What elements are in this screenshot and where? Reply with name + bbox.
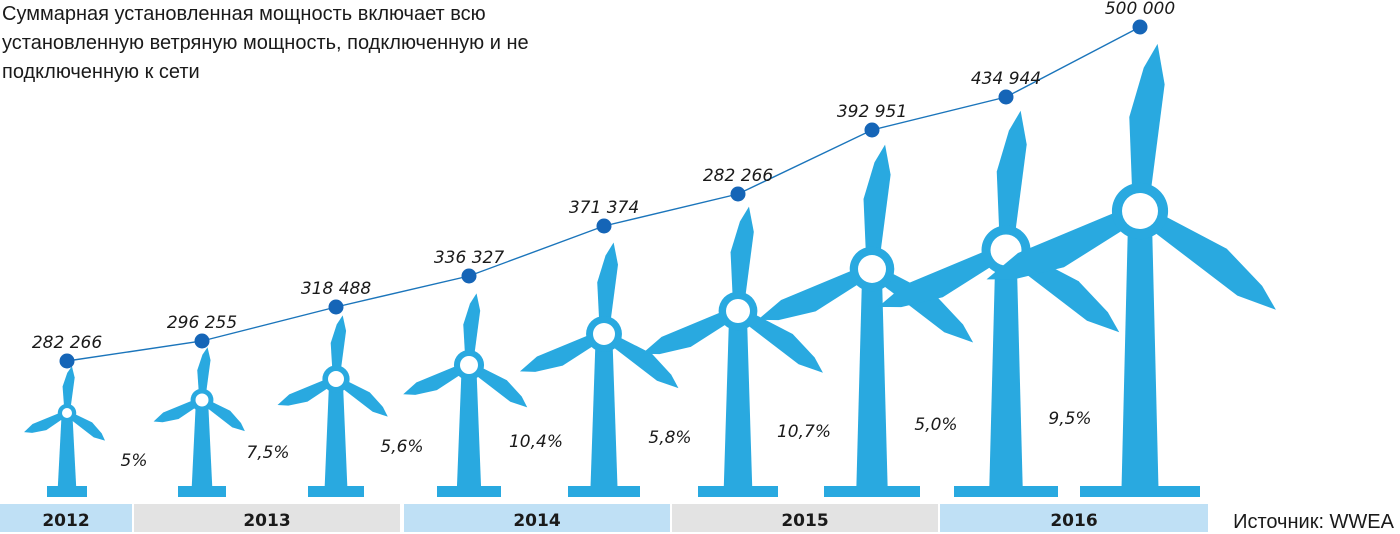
- turbine-blade: [986, 203, 1143, 280]
- turbine-tower: [989, 259, 1023, 493]
- turbine-blade: [330, 315, 347, 380]
- year-band-2015: [672, 504, 938, 532]
- turbine-blade: [519, 329, 606, 372]
- turbine-base: [954, 486, 1058, 497]
- turbine-1: [24, 366, 106, 497]
- capacity-point: [998, 89, 1014, 105]
- year-band-2013: [134, 504, 400, 532]
- turbine-4: [403, 293, 528, 497]
- capacity-point: [864, 122, 880, 138]
- value-label: 282 266: [32, 333, 102, 353]
- capacity-point: [59, 353, 75, 369]
- turbine-blade: [734, 307, 823, 373]
- value-label: 336 327: [434, 248, 504, 268]
- capacity-point: [1132, 19, 1148, 35]
- turbine-8: [878, 110, 1120, 497]
- growth-label: 5,8%: [648, 428, 691, 448]
- turbine-hub-center: [1122, 193, 1158, 229]
- year-label-2015: 2015: [781, 511, 828, 531]
- turbine-hub-center: [460, 356, 478, 374]
- turbine-tower: [191, 403, 213, 493]
- capacity-point: [596, 218, 612, 234]
- year-label-2013: 2013: [243, 511, 290, 531]
- turbine-tower: [590, 340, 618, 493]
- turbine-blade: [466, 362, 528, 408]
- turbine-3: [277, 315, 388, 497]
- turbine-blade: [996, 110, 1027, 251]
- turbine-tower: [723, 318, 753, 493]
- turbine-tower: [856, 277, 888, 493]
- turbine-base: [308, 486, 364, 497]
- turbine-blade: [642, 306, 740, 355]
- turbine-hub-center: [62, 408, 72, 418]
- year-label-2016: 2016: [1050, 511, 1097, 531]
- year-label-2012: 2012: [42, 511, 89, 531]
- turbine-blade: [277, 375, 338, 406]
- turbine-blade: [1129, 43, 1165, 212]
- turbine-blade: [463, 293, 481, 366]
- turbine-hub-center: [726, 299, 750, 323]
- turbine-tower: [324, 383, 348, 493]
- turbine-base: [698, 486, 778, 497]
- turbine-blade: [863, 144, 891, 270]
- growth-label: 10,4%: [509, 432, 563, 452]
- turbine-blade: [1135, 205, 1276, 310]
- source-note: Источник: WWEA: [1233, 511, 1394, 533]
- value-label: 500 000: [1105, 0, 1175, 19]
- turbine-tower: [456, 370, 482, 493]
- turbine-base: [437, 486, 501, 497]
- turbine-7: [757, 144, 974, 497]
- turbine-blade: [197, 347, 211, 401]
- growth-label: 5%: [121, 451, 148, 471]
- turbine-base: [178, 486, 226, 497]
- turbine-base: [1080, 486, 1200, 497]
- turbine-hub-center: [593, 323, 615, 345]
- turbine-blade: [24, 410, 69, 433]
- turbine-base: [568, 486, 640, 497]
- turbine-hub-center: [195, 393, 209, 407]
- turbine-blade: [597, 242, 618, 335]
- turbine-hub-center: [328, 371, 344, 387]
- capacity-point: [328, 299, 344, 315]
- turbine-base: [824, 486, 920, 497]
- capacity-point: [194, 333, 210, 349]
- turbine-6: [642, 206, 823, 497]
- turbine-blade: [878, 243, 1009, 308]
- growth-label: 9,5%: [1048, 409, 1091, 429]
- value-label: 282 266: [703, 166, 773, 186]
- turbine-blade: [403, 361, 471, 395]
- value-label: 434 944: [971, 69, 1041, 89]
- turbine-blade: [65, 410, 106, 441]
- year-label-2014: 2014: [513, 511, 560, 531]
- turbine-tower: [57, 416, 77, 493]
- value-label: 371 374: [569, 198, 639, 218]
- growth-label: 10,7%: [777, 422, 831, 442]
- capacity-point: [461, 268, 477, 284]
- turbine-5: [519, 242, 679, 497]
- value-label: 296 255: [167, 313, 237, 333]
- turbine-2: [153, 347, 245, 497]
- year-band-2016: [940, 504, 1208, 532]
- turbine-blade: [153, 397, 204, 423]
- turbine-blade: [868, 264, 974, 343]
- growth-label: 5,0%: [914, 415, 957, 435]
- turbine-9: [986, 43, 1276, 497]
- chart-note: Суммарная установленная мощность включае…: [2, 3, 529, 83]
- turbine-base: [47, 486, 87, 497]
- turbine-blade: [730, 206, 754, 312]
- value-label: 318 488: [301, 279, 371, 299]
- year-band-2012: [0, 504, 132, 532]
- growth-label: 7,5%: [246, 443, 289, 463]
- turbine-blade: [62, 366, 75, 414]
- turbine-blade: [757, 263, 875, 321]
- growth-label: 5,6%: [380, 437, 423, 457]
- turbine-hub-center: [858, 255, 886, 283]
- turbine-blade: [601, 330, 679, 389]
- year-band-2014: [404, 504, 670, 532]
- turbine-tower: [1121, 221, 1159, 494]
- capacity-point: [730, 186, 746, 202]
- value-label: 392 951: [837, 102, 907, 122]
